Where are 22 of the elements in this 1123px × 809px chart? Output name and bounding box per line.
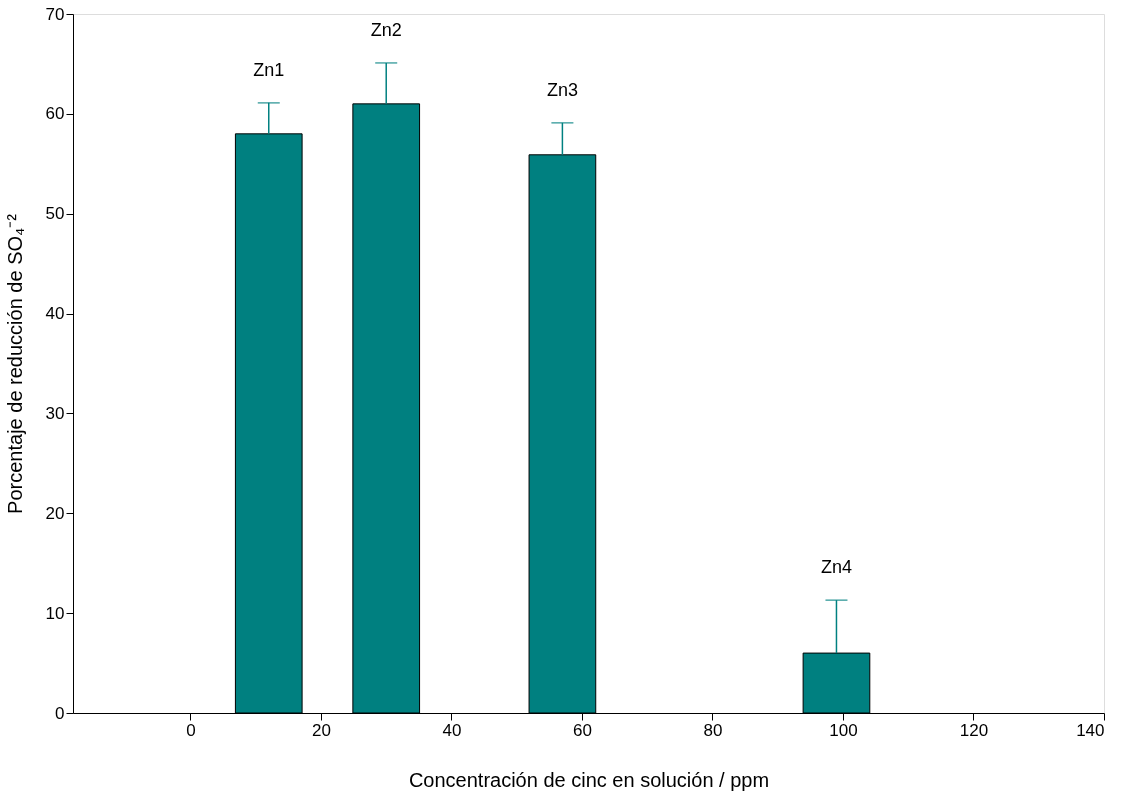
- y-axis-title: Porcentaje de reducción de SO₄⁻²: [3, 213, 26, 514]
- x-tick-label: 40: [442, 720, 462, 740]
- x-tick-label: 20: [312, 720, 331, 740]
- x-tick-label: 0: [186, 720, 196, 740]
- x-tick-label: 140: [1076, 720, 1105, 740]
- y-tick-label: 50: [45, 204, 65, 224]
- annotation: Zn1: [253, 59, 285, 80]
- y-tick-label: 70: [45, 4, 65, 24]
- y-tick-label: 60: [45, 104, 65, 124]
- x-tick-label: 60: [573, 720, 592, 740]
- x-tick-label: 120: [959, 720, 989, 740]
- y-tick-label: 10: [45, 603, 65, 623]
- x-tick-label: 100: [829, 720, 858, 740]
- y-tick-label: 30: [45, 403, 65, 423]
- annotation: Zn2: [370, 19, 402, 40]
- y-tick-label: 0: [55, 703, 65, 723]
- x-axis-title: Concentración de cinc en solución / ppm: [408, 768, 770, 791]
- annotation: Zn4: [820, 557, 852, 578]
- y-tick-label: 20: [45, 503, 65, 523]
- x-tick-label: 80: [703, 720, 723, 740]
- y-tick-label: 40: [45, 304, 65, 324]
- annotation: Zn3: [546, 79, 578, 100]
